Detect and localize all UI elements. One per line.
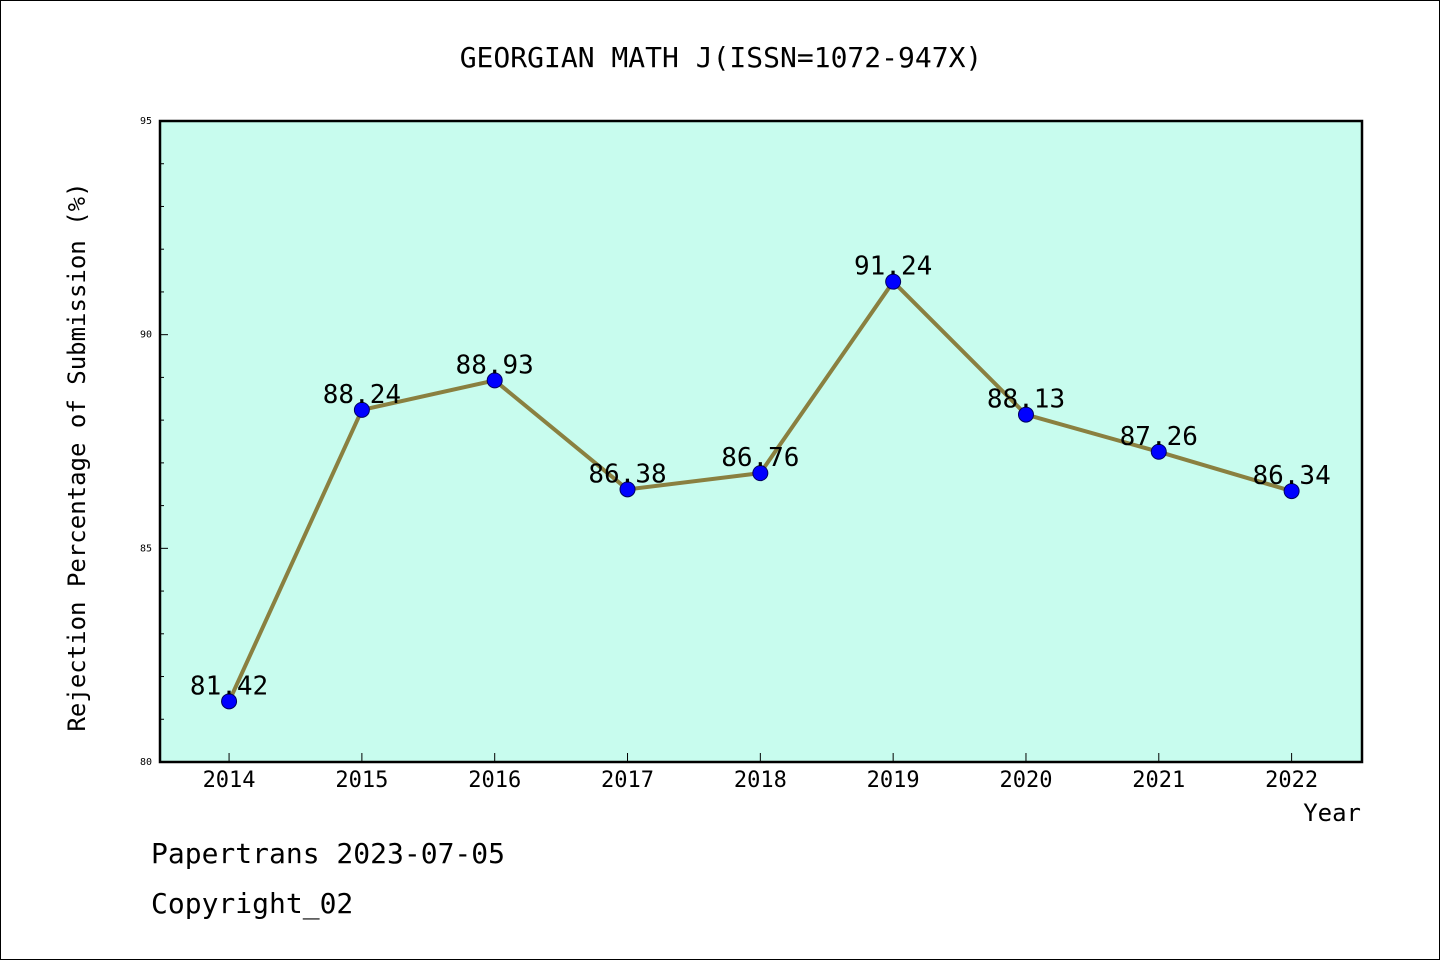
y-axis-label: Rejection Percentage of Submission (%) [63,182,91,731]
x-axis-label: Year [1303,799,1361,827]
footer-date: Papertrans 2023-07-05 [151,837,506,870]
data-point [353,401,370,418]
data-point [1150,443,1167,460]
y-tick-label: 95 [140,116,152,127]
data-label: 86.34 [1252,461,1330,491]
x-tick-label: 2017 [601,768,654,793]
x-tick-label: 2022 [1265,768,1318,793]
data-point [619,481,636,498]
data-point [885,273,902,290]
y-tick-label: 85 [140,543,152,554]
y-tick-label: 90 [140,330,152,341]
x-tick-label: 2014 [203,768,256,793]
data-label: 87.26 [1120,422,1198,452]
y-tick-label: 80 [140,757,152,768]
data-label: 86.38 [588,459,666,489]
data-label: 81.42 [190,671,268,701]
data-point [221,693,238,710]
data-point [752,465,769,482]
x-tick-label: 2018 [734,768,787,793]
x-tick-label: 2019 [867,768,920,793]
data-label: 88.13 [987,385,1065,415]
footer-copyright: Copyright_02 [151,887,354,920]
data-point [1283,483,1300,500]
x-tick-label: 2021 [1132,768,1185,793]
data-label: 86.76 [721,443,799,473]
x-tick-label: 2020 [999,768,1052,793]
x-tick-label: 2016 [468,768,521,793]
data-label: 88.24 [323,380,401,410]
data-point [1017,406,1034,423]
x-tick-label: 2015 [335,768,388,793]
data-label: 88.93 [456,350,534,380]
plot-area [158,119,1364,764]
chart-title: GEORGIAN MATH J(ISSN=1072-947X) [460,41,983,74]
data-point [486,372,503,389]
data-label: 91.24 [854,252,932,282]
